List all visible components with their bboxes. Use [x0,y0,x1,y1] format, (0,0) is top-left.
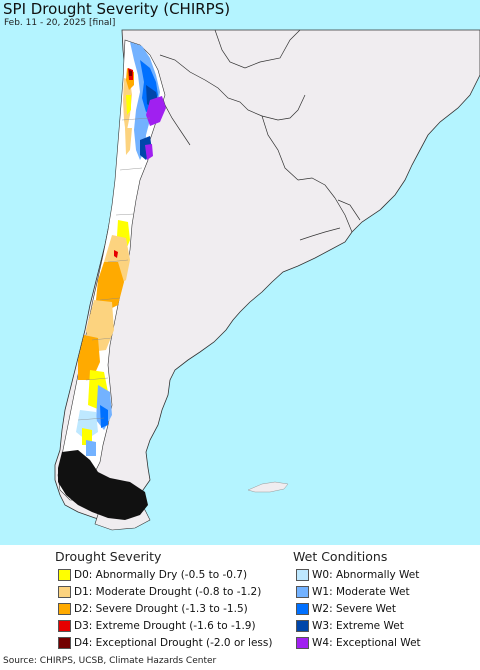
legend-d4-label: D4: Exceptional Drought (-2.0 or less) [74,636,273,649]
legend-w3-swatch [296,619,309,632]
legend-d2-label: D2: Severe Drought (-1.3 to -1.5) [74,602,248,615]
legend-d0-label: D0: Abnormally Dry (-0.5 to -0.7) [74,568,248,581]
region-lines [77,117,151,421]
legend-w1: W1: Moderate Wet [296,584,410,599]
legend-d3-label: D3: Extreme Drought (-1.6 to -1.9) [74,619,256,632]
legend-w2: W2: Severe Wet [296,601,396,616]
legend-w2-swatch [296,602,309,615]
map-panel: SPI Drought Severity (CHIRPS) Feb. 11 - … [0,0,480,545]
legend-w3: W3: Extreme Wet [296,618,404,633]
wet-heading: Wet Conditions [293,549,388,564]
drought-anomalies-north [123,68,134,155]
map-svg [54,29,480,531]
legend-d3-swatch [58,619,71,632]
legend-w4-label: W4: Exceptional Wet [312,636,421,649]
legend-d0: D0: Abnormally Dry (-0.5 to -0.7) [58,567,247,582]
legend-d2-swatch [58,602,71,615]
mixed-anomalies-south [76,370,112,456]
legend-w0: W0: Abnormally Wet [296,567,419,582]
legend-d0-swatch [58,568,71,581]
legend-panel: Drought Severity Wet Conditions D0: Abno… [0,545,480,655]
legend-d1: D1: Moderate Drought (-0.8 to -1.2) [58,584,261,599]
legend-d4-swatch [58,636,71,649]
legend-w3-label: W3: Extreme Wet [312,619,404,632]
drought-heading: Drought Severity [55,549,162,564]
falkland-islands [247,481,289,493]
source-credit: Source: CHIRPS, UCSB, Climate Hazards Ce… [3,656,217,666]
legend-d1-swatch [58,585,71,598]
country-borders [159,29,361,241]
map-title: SPI Drought Severity (CHIRPS) [3,0,231,18]
legend-d2: D2: Severe Drought (-1.3 to -1.5) [58,601,248,616]
patagonia-no-data [58,450,148,520]
legend-w1-swatch [296,585,309,598]
legend-w0-label: W0: Abnormally Wet [312,568,420,581]
map-subtitle: Feb. 11 - 20, 2025 [final] [4,18,116,28]
legend-d1-label: D1: Moderate Drought (-0.8 to -1.2) [74,585,262,598]
legend-w4-swatch [296,636,309,649]
legend-d3: D3: Extreme Drought (-1.6 to -1.9) [58,618,256,633]
south-america-land [54,29,480,523]
legend-w2-label: W2: Severe Wet [312,602,396,615]
legend-w1-label: W1: Moderate Wet [312,585,410,598]
legend-d4: D4: Exceptional Drought (-2.0 or less) [58,635,272,650]
legend-w4: W4: Exceptional Wet [296,635,421,650]
legend-w0-swatch [296,568,309,581]
wet-anomalies-north [130,42,166,160]
